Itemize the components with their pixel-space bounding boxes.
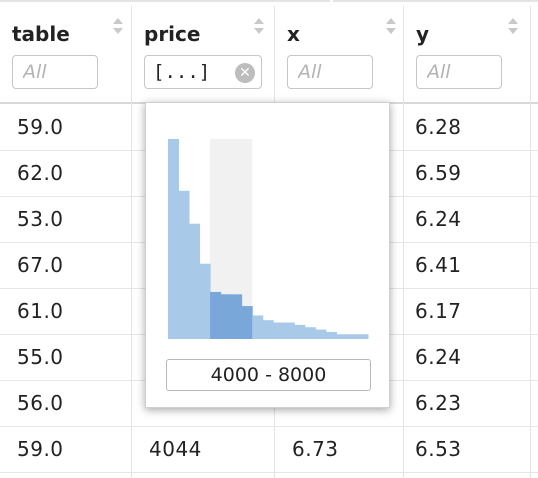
table-header: table price [...] ✕ x y bbox=[0, 6, 538, 104]
top-border-right bbox=[333, 0, 538, 2]
table-row[interactable]: 59.0 4044 6.73 6.53 bbox=[0, 426, 538, 473]
cell-table: 61.0 bbox=[17, 299, 64, 323]
sort-icon[interactable] bbox=[507, 16, 519, 38]
cell-table: 55.0 bbox=[17, 345, 64, 369]
cell-table: 67.0 bbox=[17, 253, 64, 277]
sort-icon[interactable] bbox=[253, 16, 265, 38]
clear-filter-icon[interactable]: ✕ bbox=[235, 63, 255, 83]
histogram-bar bbox=[283, 322, 295, 339]
cell-price: 4044 bbox=[149, 437, 202, 461]
histogram-bar bbox=[325, 331, 337, 339]
cell-table: 53.0 bbox=[17, 207, 64, 231]
histogram-bar bbox=[189, 223, 201, 339]
cell-y: 6.41 bbox=[415, 253, 462, 277]
cell-y: 6.28 bbox=[415, 115, 462, 139]
histogram-bar bbox=[315, 329, 327, 339]
price-range-label[interactable]: 4000 - 8000 bbox=[166, 359, 371, 391]
filter-input-y[interactable] bbox=[416, 55, 502, 89]
table-row[interactable]: 56.0 6.23 bbox=[0, 380, 538, 427]
filter-input-price[interactable]: [...] ✕ bbox=[144, 55, 262, 89]
column-label-x[interactable]: x bbox=[287, 22, 300, 46]
sort-icon[interactable] bbox=[385, 16, 397, 38]
column-label-y[interactable]: y bbox=[416, 22, 430, 46]
histogram-bar bbox=[357, 334, 369, 339]
filter-input-table[interactable] bbox=[12, 55, 98, 89]
cell-y: 6.17 bbox=[415, 299, 462, 323]
cell-table: 56.0 bbox=[17, 391, 64, 415]
histogram-bar bbox=[346, 334, 358, 339]
cell-table: 62.0 bbox=[17, 161, 64, 185]
header-cell-x[interactable]: x bbox=[275, 6, 403, 102]
histogram-bar bbox=[178, 190, 190, 339]
price-filter-popup[interactable]: 4000 - 8000 bbox=[145, 102, 390, 408]
column-label-table[interactable]: table bbox=[12, 22, 70, 46]
histogram-bar bbox=[252, 315, 264, 339]
price-histogram[interactable] bbox=[146, 103, 391, 353]
histogram-bar bbox=[231, 294, 243, 339]
histogram-bar bbox=[273, 322, 285, 339]
cell-y: 6.24 bbox=[415, 345, 462, 369]
histogram-bar bbox=[294, 324, 306, 339]
cell-table: 59.0 bbox=[17, 437, 64, 461]
histogram-bar bbox=[304, 327, 316, 339]
cell-y: 6.53 bbox=[415, 437, 462, 461]
column-label-price[interactable]: price bbox=[144, 22, 201, 46]
filter-input-x[interactable] bbox=[287, 55, 373, 89]
cell-x: 6.73 bbox=[292, 437, 339, 461]
histogram-bar bbox=[168, 139, 180, 339]
top-border bbox=[0, 0, 538, 4]
histogram-bar bbox=[210, 291, 222, 339]
cell-table: 59.0 bbox=[17, 115, 64, 139]
table-row[interactable]: 59.0 6.28 bbox=[0, 104, 538, 151]
histogram-bar bbox=[241, 306, 253, 339]
cell-y: 6.23 bbox=[415, 391, 462, 415]
histogram-bar bbox=[199, 263, 211, 339]
header-cell-table[interactable]: table bbox=[0, 6, 131, 102]
histogram-bar bbox=[336, 334, 348, 339]
top-border-left bbox=[0, 0, 330, 2]
header-cell-y[interactable]: y bbox=[404, 6, 538, 102]
header-cell-price[interactable]: price [...] ✕ bbox=[132, 6, 274, 102]
filter-value-price: [...] bbox=[153, 61, 211, 83]
histogram-bar bbox=[220, 294, 232, 339]
histogram-bar bbox=[262, 320, 274, 339]
sort-icon[interactable] bbox=[112, 16, 124, 38]
cell-y: 6.24 bbox=[415, 207, 462, 231]
cell-y: 6.59 bbox=[415, 161, 462, 185]
